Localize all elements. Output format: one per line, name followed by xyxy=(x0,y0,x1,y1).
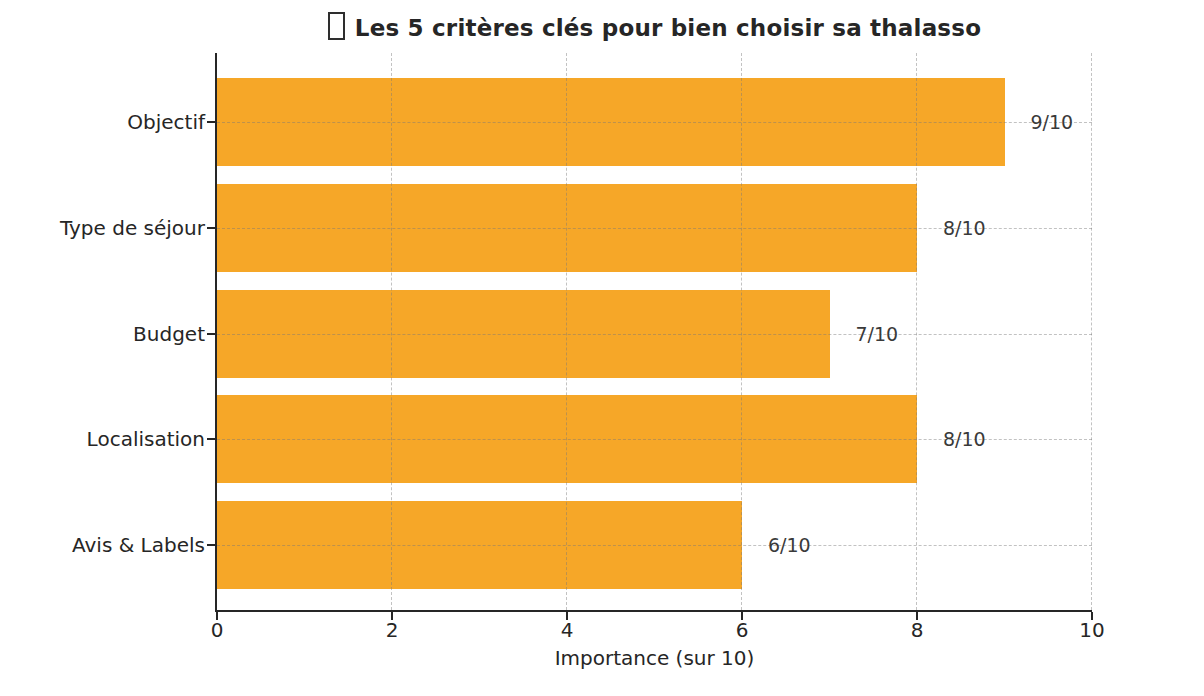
category-label-1: Type de séjour xyxy=(0,216,205,240)
gridline-vertical-8 xyxy=(916,53,917,610)
category-label-3: Localisation xyxy=(0,427,205,451)
gridline-horizontal-4 xyxy=(217,545,1092,546)
y-tick-mark xyxy=(207,544,215,546)
x-tick-label-0: 0 xyxy=(211,618,224,642)
x-tick-label-8: 8 xyxy=(911,618,924,642)
category-label-0: Objectif xyxy=(0,110,205,134)
x-tick-mark xyxy=(391,612,393,620)
gridline-vertical-6 xyxy=(741,53,742,610)
value-label-2: 7/10 xyxy=(856,323,899,345)
chart-title-text: Les 5 critères clés pour bien choisir sa… xyxy=(355,15,981,41)
missing-emoji-glyph-icon xyxy=(328,12,345,40)
gridline-horizontal-0 xyxy=(217,122,1092,123)
gridline-vertical-4 xyxy=(566,53,567,610)
y-tick-mark xyxy=(207,438,215,440)
x-tick-mark xyxy=(566,612,568,620)
x-tick-label-6: 6 xyxy=(736,618,749,642)
x-tick-label-2: 2 xyxy=(386,618,399,642)
gridline-vertical-2 xyxy=(391,53,392,610)
x-axis-spine xyxy=(215,610,1092,612)
category-label-2: Budget xyxy=(0,322,205,346)
x-tick-mark xyxy=(741,612,743,620)
value-label-0: 9/10 xyxy=(1031,111,1074,133)
value-label-1: 8/10 xyxy=(943,217,986,239)
y-axis-spine xyxy=(215,53,217,612)
x-tick-label-4: 4 xyxy=(561,618,574,642)
x-tick-label-10: 10 xyxy=(1079,618,1104,642)
gridline-horizontal-2 xyxy=(217,334,1092,335)
value-label-4: 6/10 xyxy=(768,534,811,556)
category-label-4: Avis & Labels xyxy=(0,533,205,557)
x-axis-label: Importance (sur 10) xyxy=(217,646,1092,670)
plot-area xyxy=(217,53,1092,610)
y-tick-mark xyxy=(207,227,215,229)
y-tick-mark xyxy=(207,333,215,335)
y-tick-mark xyxy=(207,121,215,123)
bar-chart-figure: Les 5 critères clés pour bien choisir sa… xyxy=(0,0,1204,696)
value-label-3: 8/10 xyxy=(943,428,986,450)
x-tick-mark xyxy=(1091,612,1093,620)
x-tick-mark xyxy=(216,612,218,620)
chart-title: Les 5 critères clés pour bien choisir sa… xyxy=(217,12,1092,41)
gridline-vertical-10 xyxy=(1091,53,1092,610)
x-tick-mark xyxy=(916,612,918,620)
